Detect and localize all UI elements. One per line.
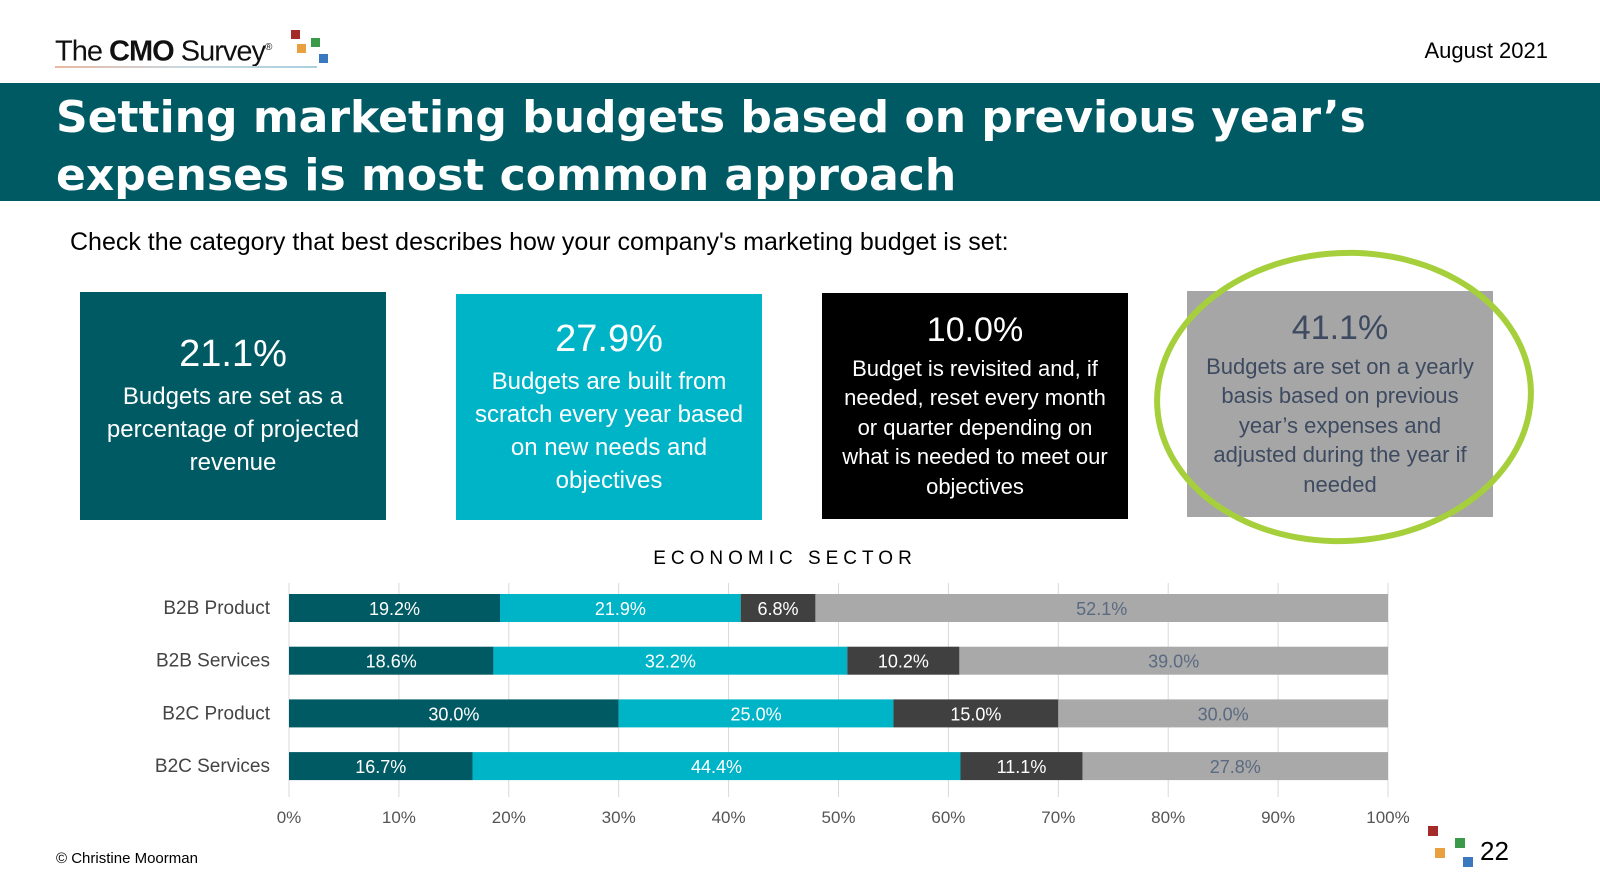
data-label: 19.2% [369,599,420,619]
bar-segment [618,699,894,728]
bar-segment [847,646,960,675]
bar-segment [500,594,741,622]
bar-segment [289,646,494,675]
y-category-label: B2B Product [163,598,270,619]
data-label: 18.6% [366,652,417,672]
data-label: 10.2% [878,652,929,672]
x-tick-label: 90% [1261,808,1295,827]
cmo-survey-logo: The CMO Survey® [55,28,328,68]
stat-description: Budgets are built from scratch every yea… [474,367,744,494]
bar-segment [1058,699,1388,728]
stat-box-previous-year: 41.1% Budgets are set on a yearly basis … [1187,291,1493,517]
x-tick-label: 80% [1151,808,1185,827]
chart-title: ECONOMIC SECTOR [653,548,917,569]
data-label: 15.0% [950,704,1001,724]
bar-segment [289,594,501,622]
bar-segment [493,646,848,675]
bar-segment [472,752,961,781]
bar-segment [1082,752,1388,781]
bar-segment [959,646,1388,675]
data-label: 30.0% [428,704,479,724]
stat-description: Budget is revisited and, if needed, rese… [842,355,1108,499]
stat-percent: 27.9% [555,317,663,360]
data-label: 16.7% [355,757,406,777]
stat-description: Budgets are set on a yearly basis based … [1206,353,1474,497]
stat-description: Budgets are set as a percentage of proje… [106,383,360,476]
bar-segment [960,752,1083,781]
data-label: 30.0% [1198,704,1249,724]
x-tick-label: 50% [821,808,855,827]
y-category-label: B2B Services [156,651,270,672]
data-label: 44.4% [691,757,742,777]
data-label: 32.2% [645,652,696,672]
data-label: 21.9% [595,599,646,619]
stat-box-from-scratch: 27.9% Budgets are built from scratch eve… [456,294,762,520]
y-category-label: B2C Product [162,703,270,724]
data-label: 6.8% [758,599,799,619]
x-tick-label: 10% [382,808,416,827]
data-label: 52.1% [1076,599,1127,619]
bar-segment [740,594,816,622]
bar-segment [289,699,619,728]
x-tick-label: 20% [492,808,526,827]
x-tick-label: 0% [277,808,302,827]
copyright: © Christine Moorman [56,850,198,867]
x-tick-label: 60% [931,808,965,827]
stat-percent: 10.0% [926,310,1024,349]
x-tick-label: 100% [1366,808,1409,827]
y-category-label: B2C Services [155,756,270,777]
data-label: 11.1% [997,757,1047,777]
bar-segment [289,752,473,781]
stat-percent: 41.1% [1291,308,1389,347]
bar-segment [815,594,1388,622]
slide-title: Setting marketing budgets based on previ… [0,83,1600,201]
x-tick-label: 40% [712,808,746,827]
survey-question: Check the category that best describes h… [70,228,1009,256]
data-label: 39.0% [1148,652,1199,672]
stat-box-percentage-revenue: 21.1% Budgets are set as a percentage of… [80,292,386,520]
data-label: 27.8% [1210,757,1261,777]
stat-box-revisited: 10.0% Budget is revisited and, if needed… [822,293,1128,519]
page-number: 22 [1480,836,1509,866]
stacked-bar-chart: 0% 10% 20% 30% 40% 50% 60% 70% 80% 90% 100% B2B Pro… [155,583,1410,827]
report-date: August 2021 [1424,38,1548,63]
stat-percent: 21.1% [179,333,287,375]
x-tick-label: 70% [1041,808,1075,827]
x-tick-label: 30% [602,808,636,827]
data-label: 25.0% [731,704,782,724]
logo-text: The CMO Survey® [55,35,272,68]
bar-segment [893,699,1059,728]
